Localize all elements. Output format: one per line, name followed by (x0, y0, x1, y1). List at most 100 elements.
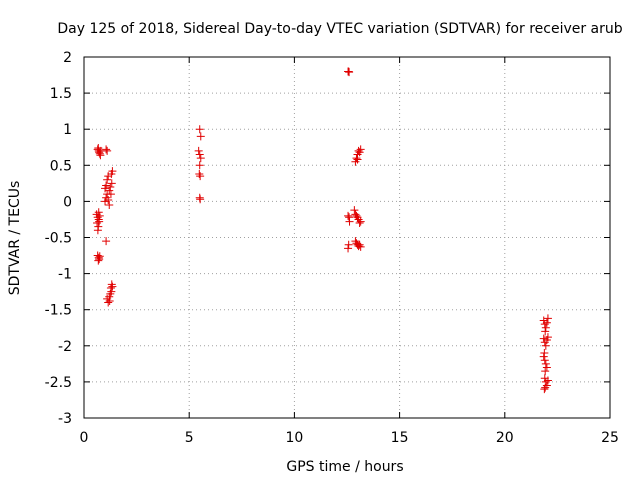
data-point (93, 226, 102, 235)
y-tick-labels: -3 -2.5 -2 -1.5 -1 -0.5 0 0.5 1 1.5 2 (45, 50, 72, 427)
data-point (106, 289, 115, 298)
data-point (105, 297, 114, 306)
y-tick-label: 1.5 (50, 86, 72, 102)
data-point (344, 240, 353, 249)
y-tick-label: -1 (58, 267, 72, 283)
data-point (102, 237, 111, 246)
data-point (95, 211, 104, 220)
data-point (195, 169, 204, 178)
data-point (355, 219, 364, 228)
data-point (196, 132, 205, 141)
data-point (108, 167, 117, 176)
data-point (196, 195, 205, 204)
data-point (196, 154, 205, 163)
data-point (354, 215, 363, 224)
y-tick-label: 0 (63, 194, 72, 210)
data-point (195, 125, 204, 134)
data-point (352, 154, 361, 163)
data-point (102, 193, 111, 202)
data-point (540, 356, 549, 365)
data-point (540, 338, 549, 347)
data-point (106, 284, 115, 293)
data-points (92, 67, 552, 394)
data-point (356, 145, 365, 154)
data-point (356, 242, 365, 251)
chart-title: Day 125 of 2018, Sidereal Day-to-day VTE… (57, 21, 622, 37)
data-point (107, 280, 116, 289)
x-tick-label: 0 (80, 430, 89, 446)
data-point (543, 333, 552, 342)
data-point (93, 219, 102, 228)
data-point (541, 359, 550, 368)
data-point (103, 146, 112, 155)
data-point (542, 363, 551, 372)
x-tick-label: 20 (496, 430, 514, 446)
data-point (194, 146, 203, 155)
data-point (344, 211, 353, 220)
x-tick-label: 5 (185, 430, 194, 446)
data-point (345, 217, 354, 226)
data-point (93, 251, 102, 260)
data-point (105, 186, 114, 195)
data-point (541, 383, 550, 392)
data-point (356, 217, 365, 226)
data-point (105, 201, 114, 210)
x-tick-label: 15 (391, 430, 409, 446)
data-point (351, 237, 360, 246)
data-point (93, 213, 102, 222)
data-point (541, 323, 550, 332)
grid-lines (84, 57, 610, 418)
data-point (541, 377, 550, 386)
data-point (95, 217, 104, 226)
data-point (102, 181, 111, 190)
data-point (543, 314, 552, 323)
data-point (344, 67, 353, 76)
y-tick-label: -2 (58, 339, 72, 355)
data-point (351, 157, 360, 166)
data-point (195, 161, 204, 170)
y-axis-label: SDTVAR / TECUs (7, 181, 23, 296)
y-tick-label: -3 (58, 411, 72, 427)
data-point (195, 150, 204, 159)
data-point (104, 298, 113, 307)
y-tick-label: -2.5 (45, 375, 72, 391)
data-point (353, 213, 362, 222)
y-tick-label: -1.5 (45, 303, 72, 319)
data-point (94, 256, 103, 265)
data-point (107, 179, 116, 188)
data-point (541, 367, 550, 376)
data-point (350, 206, 359, 215)
data-point (540, 320, 549, 329)
data-point (352, 211, 361, 220)
data-point (196, 172, 205, 181)
data-point (94, 208, 103, 217)
data-point (542, 318, 551, 327)
y-tick-label: 0.5 (50, 158, 72, 174)
data-point (344, 244, 353, 253)
plot-frame (83, 56, 611, 419)
y-tick-label: 2 (63, 50, 72, 66)
data-point (106, 190, 115, 199)
x-tick-labels: 0 5 10 15 20 25 (80, 430, 619, 446)
data-point (95, 252, 104, 261)
data-point (540, 349, 549, 358)
data-point (94, 143, 103, 152)
x-tick-label: 25 (601, 430, 619, 446)
data-point (103, 175, 112, 184)
x-tick-label: 10 (285, 430, 303, 446)
x-axis-label: GPS time / hours (286, 459, 403, 475)
data-point (541, 327, 550, 336)
data-point (354, 242, 363, 251)
axis-ticks (83, 56, 611, 419)
data-point (106, 182, 115, 191)
data-point (102, 145, 111, 154)
y-tick-label: 1 (63, 122, 72, 138)
data-point (541, 341, 550, 350)
data-point (355, 240, 364, 249)
data-point (540, 385, 549, 394)
data-point (353, 155, 362, 164)
data-point (104, 195, 113, 204)
data-point (543, 376, 552, 385)
y-tick-label: -0.5 (45, 231, 72, 247)
